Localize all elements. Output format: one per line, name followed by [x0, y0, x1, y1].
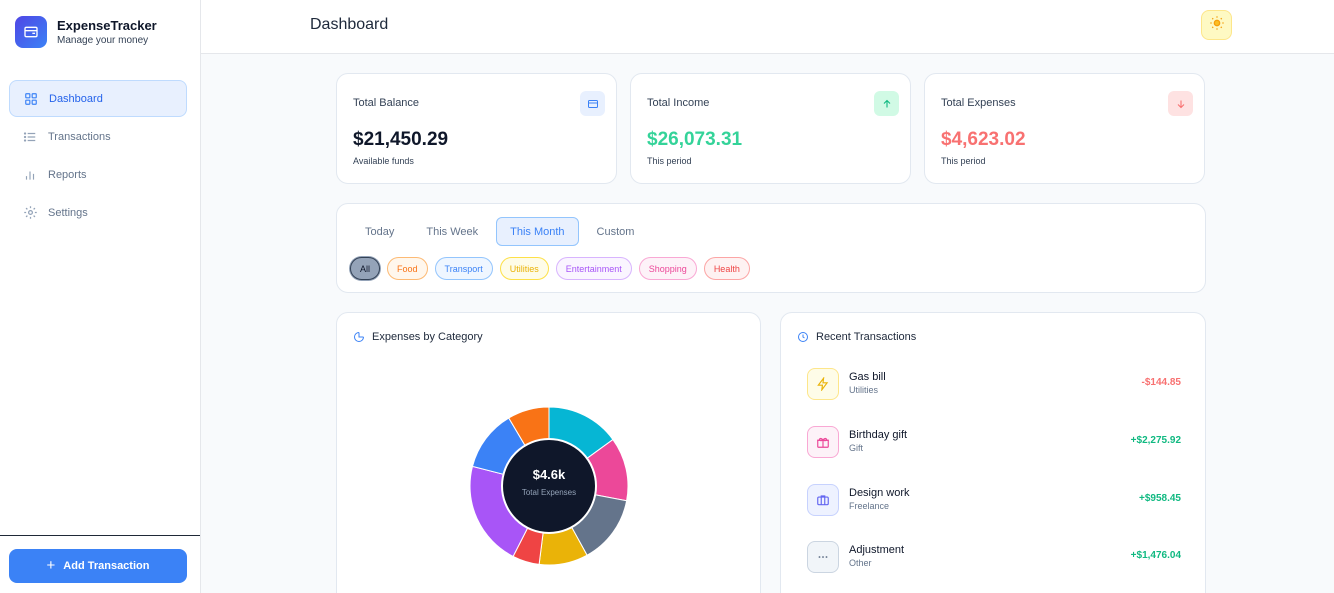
- theme-toggle-button[interactable]: [1201, 10, 1232, 40]
- gear-icon: [22, 205, 38, 221]
- chip-transport[interactable]: Transport: [434, 257, 493, 280]
- sidebar-divider: [0, 535, 200, 536]
- filters-panel: Today This Week This Month Custom All Fo…: [336, 203, 1206, 293]
- header: Dashboard: [201, 0, 1334, 54]
- donut-chart: $4.6k Total Expenses: [469, 406, 629, 566]
- sidebar-item-label: Dashboard: [49, 92, 103, 105]
- pie-chart-icon: [353, 331, 365, 343]
- transaction-row[interactable]: Adjustment Other +$1,476.04: [807, 540, 1181, 574]
- sidebar-nav: Dashboard Transactions Reports Settings: [9, 80, 187, 232]
- sun-icon: [1209, 15, 1225, 36]
- transaction-row[interactable]: Design work Freelance +$958.45: [807, 483, 1181, 517]
- transaction-amount: +$958.45: [1139, 493, 1181, 504]
- sidebar-item-transactions[interactable]: Transactions: [9, 118, 187, 155]
- brand[interactable]: ExpenseTracker Manage your money: [15, 16, 157, 48]
- chip-food[interactable]: Food: [387, 257, 428, 280]
- stat-card-balance: Total Balance $21,450.29 Available funds: [336, 73, 617, 184]
- chip-shopping[interactable]: Shopping: [638, 257, 697, 280]
- stat-label: Total Balance: [353, 97, 420, 109]
- tab-today[interactable]: Today: [365, 225, 395, 238]
- briefcase-icon: [807, 484, 839, 516]
- sidebar-item-label: Reports: [48, 168, 87, 181]
- sidebar-item-label: Settings: [48, 206, 88, 219]
- stat-label: Total Expenses: [941, 97, 1016, 109]
- add-transaction-label: Add Transaction: [63, 560, 150, 572]
- wallet-icon: [15, 16, 47, 48]
- stat-value: $21,450.29: [353, 129, 449, 150]
- category-chips: All Food Transport Utilities Entertainme…: [349, 257, 757, 280]
- add-transaction-button[interactable]: + Add Transaction: [9, 549, 187, 583]
- stat-sub: This period: [941, 156, 986, 166]
- transaction-row[interactable]: Birthday gift Gift +$2,275.92: [807, 425, 1181, 459]
- clock-icon: [797, 331, 809, 343]
- arrow-down-icon: [1168, 91, 1193, 116]
- sidebar: ExpenseTracker Manage your money Dashboa…: [0, 0, 201, 593]
- chip-entertainment[interactable]: Entertainment: [555, 257, 632, 280]
- transaction-amount: +$1,476.04: [1130, 550, 1181, 561]
- stat-value: $26,073.31: [647, 129, 743, 150]
- transaction-name: Design work: [849, 487, 910, 499]
- tab-this-week[interactable]: This Week: [426, 225, 479, 238]
- transaction-category: Gift: [849, 443, 864, 453]
- transaction-name: Adjustment: [849, 544, 905, 556]
- stat-card-income: Total Income $26,073.31 This period: [630, 73, 911, 184]
- arrow-up-icon: [874, 91, 899, 116]
- sidebar-item-label: Transactions: [48, 130, 111, 143]
- stat-label: Total Income: [647, 97, 710, 109]
- bar-chart-icon: [22, 167, 38, 183]
- donut-center-value: $4.6k: [532, 467, 566, 482]
- stat-value: $4,623.02: [941, 129, 1026, 150]
- transactions-title: Recent Transactions: [816, 331, 917, 343]
- chip-utilities[interactable]: Utilities: [499, 257, 549, 280]
- gift-icon: [807, 426, 839, 458]
- brand-title: ExpenseTracker: [57, 17, 157, 33]
- transaction-category: Freelance: [849, 501, 890, 511]
- expenses-chart-panel: Expenses by Category $4.6k Total Expense…: [336, 312, 761, 593]
- stat-card-expenses: Total Expenses $4,623.02 This period: [924, 73, 1205, 184]
- bolt-icon: [807, 368, 839, 400]
- panel-title: Recent Transactions: [797, 331, 916, 343]
- stat-sub: Available funds: [353, 156, 414, 166]
- transaction-amount: -$144.85: [1141, 377, 1181, 388]
- plus-icon: +: [46, 557, 56, 574]
- sidebar-item-dashboard[interactable]: Dashboard: [9, 80, 187, 117]
- sidebar-item-settings[interactable]: Settings: [9, 194, 187, 231]
- transaction-category: Other: [849, 558, 872, 568]
- grid-icon: [23, 91, 39, 107]
- donut-svg: [469, 406, 629, 566]
- transaction-category: Utilities: [849, 385, 879, 395]
- stat-sub: This period: [647, 156, 692, 166]
- donut-center: [501, 438, 597, 534]
- list-icon: [22, 129, 38, 145]
- chip-all[interactable]: All: [350, 257, 381, 280]
- transaction-amount: +$2,275.92: [1130, 435, 1181, 446]
- period-tabs: Today This Week This Month Custom: [351, 217, 652, 246]
- sidebar-item-reports[interactable]: Reports: [9, 156, 187, 193]
- transaction-row[interactable]: Gas bill Utilities -$144.85: [807, 367, 1181, 401]
- transaction-name: Gas bill: [849, 371, 886, 383]
- recent-transactions-panel: Recent Transactions Gas bill Utilities -…: [780, 312, 1206, 593]
- chip-health[interactable]: Health: [703, 257, 750, 280]
- chart-title: Expenses by Category: [372, 331, 483, 343]
- brand-subtitle: Manage your money: [57, 34, 149, 46]
- tab-this-month[interactable]: This Month: [496, 217, 579, 246]
- panel-title: Expenses by Category: [353, 331, 483, 343]
- donut-center-label: Total Expenses: [521, 488, 577, 497]
- more-icon: [807, 541, 839, 573]
- transaction-name: Birthday gift: [849, 429, 908, 441]
- wallet-icon: [580, 91, 605, 116]
- tab-custom[interactable]: Custom: [596, 225, 635, 238]
- page-title: Dashboard: [310, 16, 389, 33]
